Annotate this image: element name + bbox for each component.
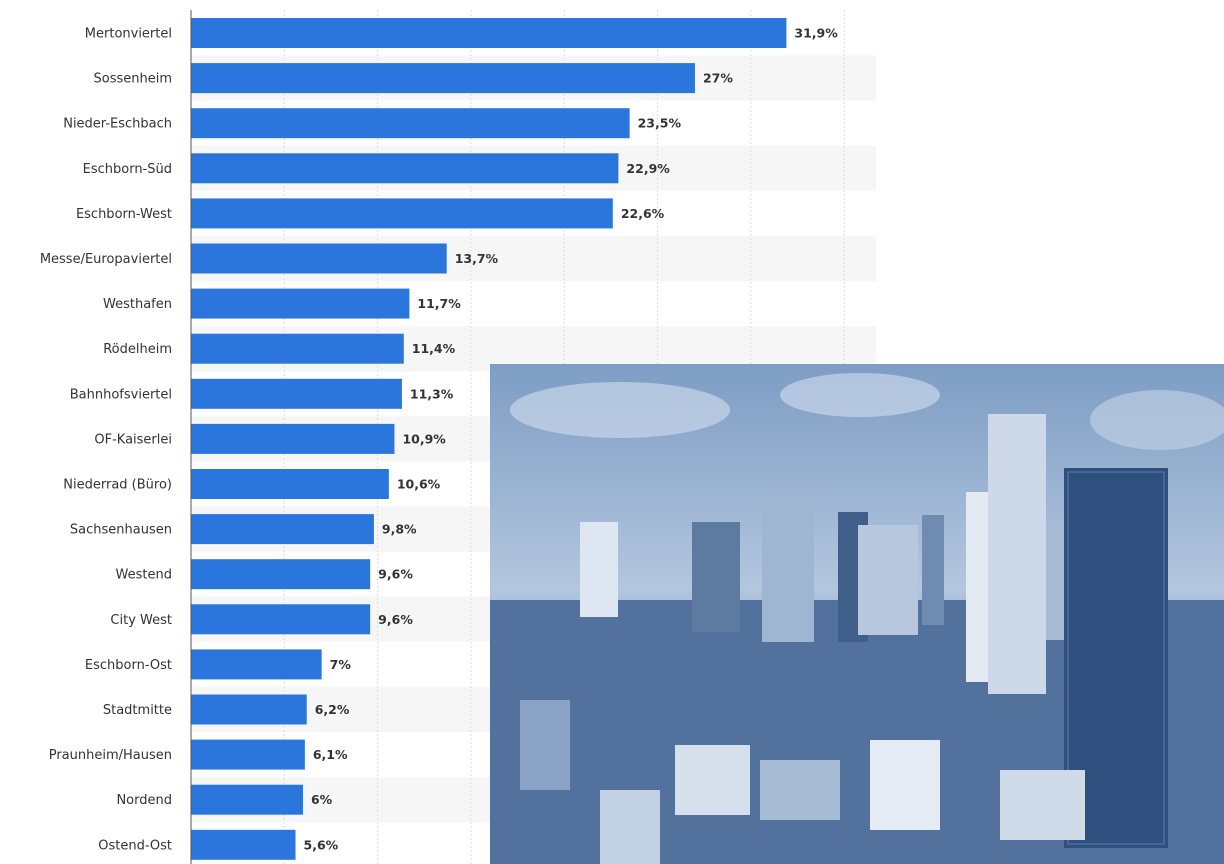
category-label: Bahnhofsviertel [70,387,172,402]
value-label: 9,6% [378,567,413,582]
category-label: Mertonviertel [85,27,172,42]
bar [191,243,447,274]
category-label: Praunheim/Hausen [49,748,172,763]
value-label: 31,9% [794,26,838,41]
value-label: 11,3% [410,386,454,401]
value-label: 6% [311,792,333,807]
bar [191,694,307,725]
bar [191,333,404,364]
category-label: Sossenheim [93,72,172,87]
value-label: 22,9% [626,161,670,176]
value-label: 23,5% [638,116,682,131]
category-label: Nordend [116,793,172,808]
value-label: 27% [703,71,733,86]
bar [191,514,374,545]
category-label: Westhafen [103,297,172,312]
bar [191,18,787,48]
bar [191,288,410,319]
value-label: 10,6% [397,477,441,492]
category-label: Eschborn-West [76,207,172,222]
bar [191,108,630,139]
bars: Mertonviertel 31,9% Sossenheim 27% Nieder-Es… [40,18,838,860]
category-label: City West [110,613,172,628]
bar [191,198,613,229]
value-label: 5,6% [304,837,339,852]
bar [191,423,395,454]
category-label: Niederrad (Büro) [63,478,172,493]
category-label: Sachsenhausen [70,523,172,538]
category-label: Stadtmitte [103,703,172,718]
bar [191,469,389,499]
skyline-photo [490,364,1224,864]
category-label: Messe/Europaviertel [40,252,172,267]
value-label: 11,4% [412,341,456,356]
bar [191,378,402,409]
bar [191,63,695,94]
bar [191,784,303,815]
bar [191,604,371,635]
category-label: Nieder-Eschbach [63,117,172,132]
category-label: Rödelheim [103,342,172,357]
bar [191,649,322,680]
value-label: 22,6% [621,206,665,221]
bar [191,739,305,770]
value-label: 6,1% [313,747,348,762]
value-label: 6,2% [315,702,350,717]
category-label: Eschborn-Süd [83,162,172,177]
value-label: 13,7% [455,251,499,266]
bar [191,829,296,860]
category-label: Westend [116,568,172,583]
bar [191,559,371,590]
category-label: OF-Kaiserlei [94,432,172,447]
value-label: 9,6% [378,612,413,627]
bar [191,153,619,184]
category-label: Ostend-Ost [98,838,172,853]
value-label: 7% [330,657,352,672]
value-label: 10,9% [402,431,446,446]
value-label: 11,7% [417,296,461,311]
value-label: 9,8% [382,522,417,537]
category-label: Eschborn-Ost [85,658,172,673]
